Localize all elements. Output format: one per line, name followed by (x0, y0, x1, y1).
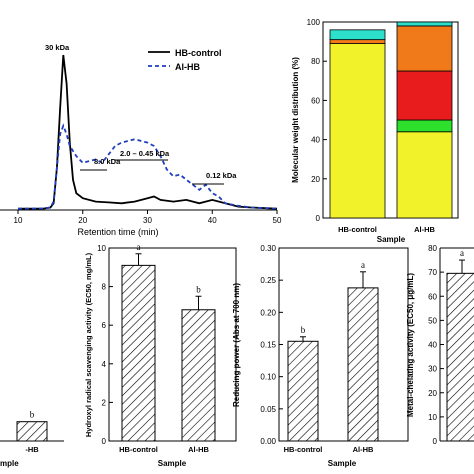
hydroxyl-y-label: Hydroxyl radical scavenging activity (EC… (84, 252, 93, 437)
mw-y-tick-label: 40 (311, 136, 320, 145)
metal-y-tick-label: 0 (433, 437, 438, 446)
reducing-y-tick-label: 0.05 (260, 405, 276, 414)
legend-label-al-hb: Al-HB (175, 62, 200, 72)
mw-x-label: Sample (377, 235, 406, 244)
cropped-category-label: -HB (25, 445, 39, 454)
hydroxyl-significance-letter: b (196, 284, 201, 294)
mw-y-label: Molecular weight distribution (%) (291, 57, 300, 183)
reducing-y-label: Reducing power (Abs at 700 nm) (232, 283, 241, 407)
hydroxyl-category-label: HB-control (119, 445, 158, 454)
chromatogram-x-tick-label: 40 (208, 216, 217, 225)
mw-plot-frame (322, 21, 459, 219)
hydroxyl-y-tick-label: 8 (102, 283, 107, 292)
reducing-y-tick-label: 0.10 (260, 373, 276, 382)
metal-y-tick-label: 50 (428, 316, 437, 325)
mw-y-tick-label: 0 (316, 214, 321, 223)
reducing-y-tick-label: 0.20 (260, 308, 276, 317)
mw-bar-segment (396, 70, 453, 121)
annotation-2-045kda: 2.0 – 0.45 kDa (120, 149, 170, 158)
hydroxyl-panel: 0 2 4 6 8 10 a HB-control b Al-HB Hydroxyl radic… (84, 242, 237, 468)
mw-y-tick-label: 20 (311, 175, 320, 184)
chromatogram-x-label: Retention time (min) (77, 227, 158, 237)
cropped-x-label: mple (0, 459, 19, 468)
metal-chelating-panel: 0 10 20 30 40 50 60 70 80 a Metal-chelating acti… (406, 244, 474, 446)
hydroxyl-bar (121, 264, 156, 442)
chromatogram-x-tick-label: 20 (78, 216, 87, 225)
metal-y-tick-label: 80 (428, 244, 437, 253)
mw-bar-segment (329, 43, 386, 219)
legend-label-hb-control: HB-control (175, 48, 222, 58)
reducing-bar (347, 287, 379, 442)
mw-bar-segment (396, 21, 453, 27)
metal-y-tick-label: 20 (428, 389, 437, 398)
mw-y-tick-label: 60 (311, 96, 320, 105)
hydroxyl-y-tick-label: 0 (102, 437, 107, 446)
mw-category-label: Al-HB (414, 225, 435, 234)
metal-y-tick-label: 40 (428, 341, 437, 350)
hydroxyl-y-tick-label: 2 (102, 398, 107, 407)
metal-y-label: Metal-chelating activity (EC50, μg/mL) (406, 273, 415, 417)
metal-significance-letter: a (460, 248, 464, 258)
annotation-012kda: 0.12 kDa (206, 171, 237, 180)
metal-y-tick-label: 30 (428, 365, 437, 374)
reducing-significance-letter: a (361, 260, 365, 270)
reducing-category-label: HB-control (284, 445, 323, 454)
reducing-x-label: Sample (328, 459, 357, 468)
hydroxyl-x-label: Sample (158, 459, 187, 468)
reducing-category-label: Al-HB (353, 445, 374, 454)
reducing-y-tick-label: 0.30 (260, 244, 276, 253)
annotation-8kda: 8.0 kDa (94, 157, 121, 166)
reducing-power-panel: 0.00 0.05 0.10 0.15 0.20 0.25 0.30 b HB-control… (232, 244, 409, 468)
metal-y-tick-label: 60 (428, 292, 437, 301)
hydroxyl-significance-letter: a (137, 242, 141, 252)
reducing-bar (287, 340, 319, 442)
chromatogram-series-hb-control (17, 54, 278, 210)
chromatogram-x-tick-label: 50 (273, 216, 282, 225)
mw-bar-segment (396, 131, 453, 219)
reducing-y-tick-label: 0.00 (260, 437, 276, 446)
hydroxyl-y-tick-label: 4 (102, 360, 107, 369)
hydroxyl-plot-frame (108, 247, 237, 442)
chromatogram-x-tick-label: 30 (143, 216, 152, 225)
hydroxyl-bar (181, 309, 216, 442)
metal-y-tick-label: 70 (428, 268, 437, 277)
cropped-significance-letter: b (30, 410, 35, 420)
cropped-bar-panel: b -HB mple (0, 410, 64, 468)
mw-bar-segment (396, 119, 453, 133)
hydroxyl-y-tick-label: 6 (102, 321, 107, 330)
reducing-significance-letter: b (301, 325, 306, 335)
mw-category-label: HB-control (338, 225, 377, 234)
mw-bar-segment (396, 25, 453, 72)
chromatogram-panel: 10 20 30 40 50 Retention time (min) HB-contr… (0, 43, 282, 237)
chromatogram-x-tick-label: 10 (14, 216, 23, 225)
mw-bar-segment (329, 39, 386, 44)
hydroxyl-y-tick-label: 10 (97, 244, 106, 253)
chromatogram-legend: HB-control Al-HB (148, 48, 222, 72)
chromatogram-series-al-hb (17, 123, 278, 210)
hydroxyl-category-label: Al-HB (188, 445, 209, 454)
reducing-y-tick-label: 0.15 (260, 341, 276, 350)
mw-y-tick-label: 100 (307, 18, 321, 27)
cropped-bar (16, 421, 48, 442)
mw-y-tick-label: 80 (311, 57, 320, 66)
mw-bar-segment (329, 29, 386, 41)
annotation-30kda: 30 kDa (45, 43, 70, 52)
reducing-y-tick-label: 0.25 (260, 276, 276, 285)
metal-y-tick-label: 10 (428, 413, 437, 422)
metal-bar (446, 272, 474, 442)
mw-distribution-panel: 0 20 40 60 80 100 HB-control Al-HB Molecular w… (291, 18, 459, 244)
